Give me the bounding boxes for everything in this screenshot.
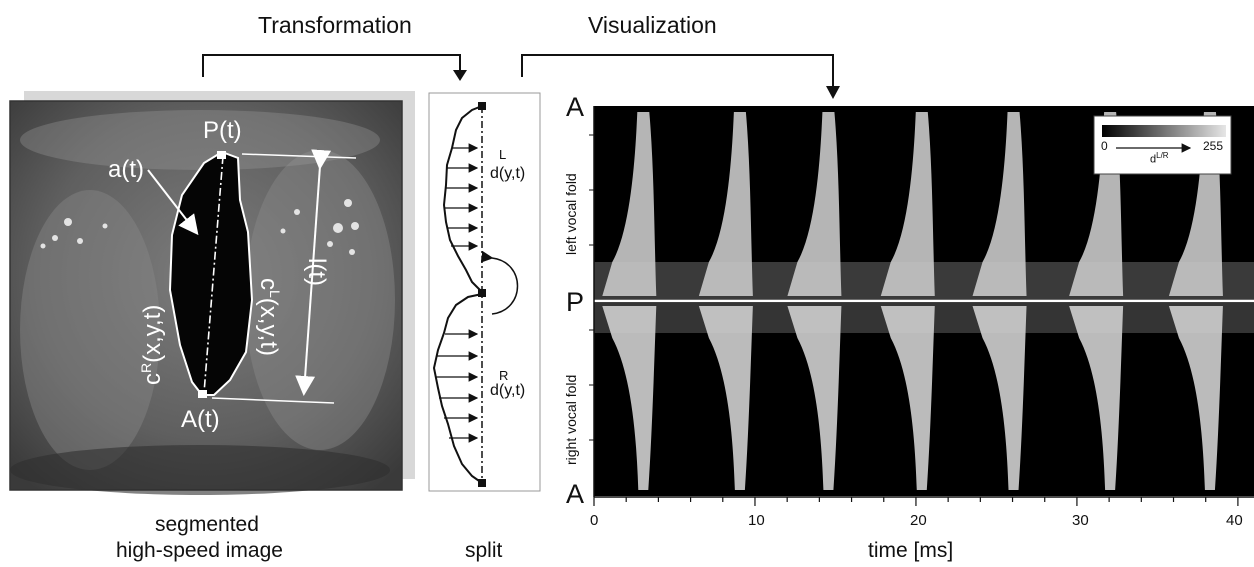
split-right-label: d(y,t) [490,382,526,399]
axis-bottom-A: A [566,479,585,509]
right-fold-streak-6 [1168,306,1223,490]
x-tick-40: 40 [1226,512,1243,529]
length-arrow [295,149,332,396]
kymogram [589,106,1254,506]
split-panel [428,92,541,492]
area-label: a(t) [108,156,144,183]
right-fold-streak-2 [787,306,842,490]
left-fold-streak-3 [880,112,935,296]
right-fold-label: right vocal fold [563,374,579,465]
left-fold-label: left vocal fold [563,173,579,255]
left-fold-streak-4 [972,112,1027,296]
split-caption: split [465,539,503,562]
image-caption-line1: segmented [155,513,259,536]
x-tick-10: 10 [748,512,765,529]
left-fold-streak-2 [787,112,842,296]
flip-arrow [480,250,519,315]
right-contour-label: cR(x,y,t) [138,304,166,385]
transformation-title: Transformation [258,12,412,38]
x-tick-30: 30 [1072,512,1089,529]
split-left-sup: L [499,147,507,162]
right-fold-streak-4 [972,306,1027,490]
segmented-image [9,91,415,495]
transformation-bracket-arrow [202,54,467,81]
posterior-label: P(t) [203,117,242,144]
left-fold-streak-0 [602,112,657,296]
colorbar [1093,115,1232,175]
glottal-axis [203,155,224,394]
glottis-contour [168,150,254,396]
split-right-sup: R [499,368,509,383]
x-tick-0: 0 [590,512,599,529]
left-fold-streak-1 [698,112,753,296]
right-fold-streak-5 [1069,306,1124,490]
axis-mid-P: P [566,287,585,317]
image-caption-line2: high-speed image [116,539,283,562]
split-left-label: d(y,t) [490,165,526,182]
anterior-label: A(t) [181,406,220,433]
left-contour-label: cL(x,y,t) [255,278,283,357]
visualization-bracket-arrow [521,54,840,99]
kymogram-xlabel: time [ms] [868,539,954,562]
axis-top-A: A [566,92,585,122]
colorbar-label: dL/R [1150,151,1169,166]
length-label: l(t) [303,258,330,286]
right-fold-streak-3 [880,306,935,490]
colorbar-min: 0 [1101,139,1108,153]
right-fold-streak-0 [602,306,657,490]
right-fold-streak-1 [698,306,753,490]
x-tick-20: 20 [910,512,927,529]
visualization-title: Visualization [588,12,717,38]
colorbar-max: 255 [1203,139,1224,153]
area-pointer [147,169,199,236]
